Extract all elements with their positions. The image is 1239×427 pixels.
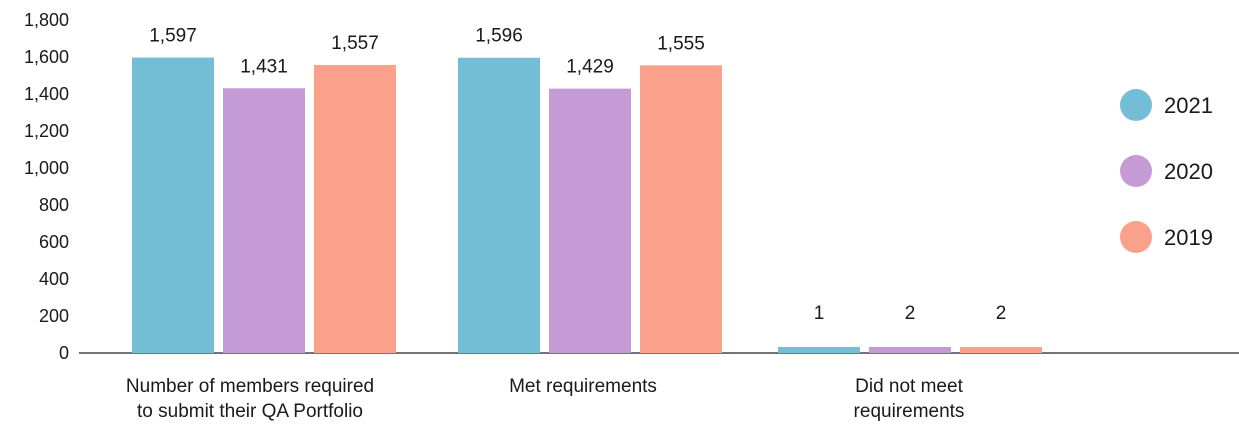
bars-group (132, 57, 1042, 354)
x-axis-labels: Number of members required to submit thei… (126, 376, 965, 422)
y-tick-label: 0 (59, 343, 69, 363)
y-tick-label: 1,400 (24, 84, 69, 104)
data-label: 2 (905, 303, 916, 324)
y-tick-label: 1,000 (24, 158, 69, 178)
legend: 2021 2020 2019 (1120, 89, 1213, 253)
legend-swatch-2019 (1120, 221, 1152, 253)
legend-label: 2020 (1164, 159, 1213, 184)
y-axis: 0 200 400 600 800 1,000 1,200 1,400 1,600 1,800 (24, 10, 69, 363)
data-label: 1,557 (331, 33, 379, 54)
bar-2020-1 (223, 88, 305, 353)
y-tick-label: 1,200 (24, 121, 69, 141)
data-label: 1,431 (240, 56, 288, 77)
data-label: 1,429 (566, 57, 614, 78)
y-tick-label: 200 (39, 306, 69, 326)
data-label: 2 (996, 303, 1007, 324)
bar-2019-3 (960, 347, 1042, 353)
y-tick-label: 800 (39, 195, 69, 215)
bar-2021-3 (778, 347, 860, 353)
data-label: 1,596 (475, 26, 523, 47)
y-tick-label: 400 (39, 269, 69, 289)
y-tick-label: 600 (39, 232, 69, 252)
category-label: Did not meet (855, 376, 963, 397)
bar-2021-2 (458, 57, 540, 354)
category-label: Number of members required (126, 376, 374, 397)
y-tick-label: 1,600 (24, 47, 69, 67)
data-label: 1,597 (149, 26, 197, 47)
bar-2020-3 (869, 347, 951, 353)
value-labels-group: 1,597 1,596 1 1,431 1,429 2 1,557 1,555 2 (149, 26, 1006, 324)
category-label: Met requirements (509, 376, 657, 397)
bar-2021-1 (132, 57, 214, 354)
legend-label: 2021 (1164, 93, 1213, 118)
legend-swatch-2020 (1120, 155, 1152, 187)
legend-swatch-2021 (1120, 89, 1152, 121)
category-label: to submit their QA Portfolio (137, 401, 363, 422)
data-label: 1,555 (657, 33, 705, 54)
data-label: 1 (814, 303, 825, 324)
y-tick-label: 1,800 (24, 10, 69, 30)
bar-2020-2 (549, 88, 631, 353)
category-label: requirements (854, 401, 965, 422)
bar-2019-2 (640, 65, 722, 353)
bar-2019-1 (314, 64, 396, 353)
legend-label: 2019 (1164, 225, 1213, 250)
